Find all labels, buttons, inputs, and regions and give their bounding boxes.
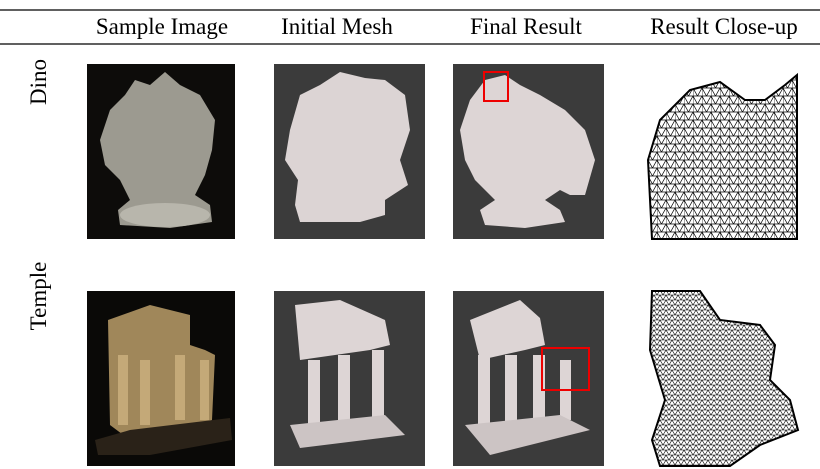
result-close-up: [646, 72, 798, 240]
column-header: Final Result: [470, 14, 582, 39]
sample-image: [87, 291, 235, 466]
sample-image: [87, 64, 235, 239]
row-label: Dino: [26, 59, 51, 105]
row-label: Temple: [26, 262, 51, 331]
final-result: [453, 291, 604, 466]
initial-mesh: [274, 291, 425, 466]
column-header: Sample Image: [96, 14, 228, 39]
column-header: Initial Mesh: [281, 14, 393, 39]
result-close-up: [648, 290, 800, 467]
column-header: Result Close-up: [650, 14, 798, 39]
initial-mesh: [274, 64, 425, 239]
final-result: [453, 64, 604, 239]
